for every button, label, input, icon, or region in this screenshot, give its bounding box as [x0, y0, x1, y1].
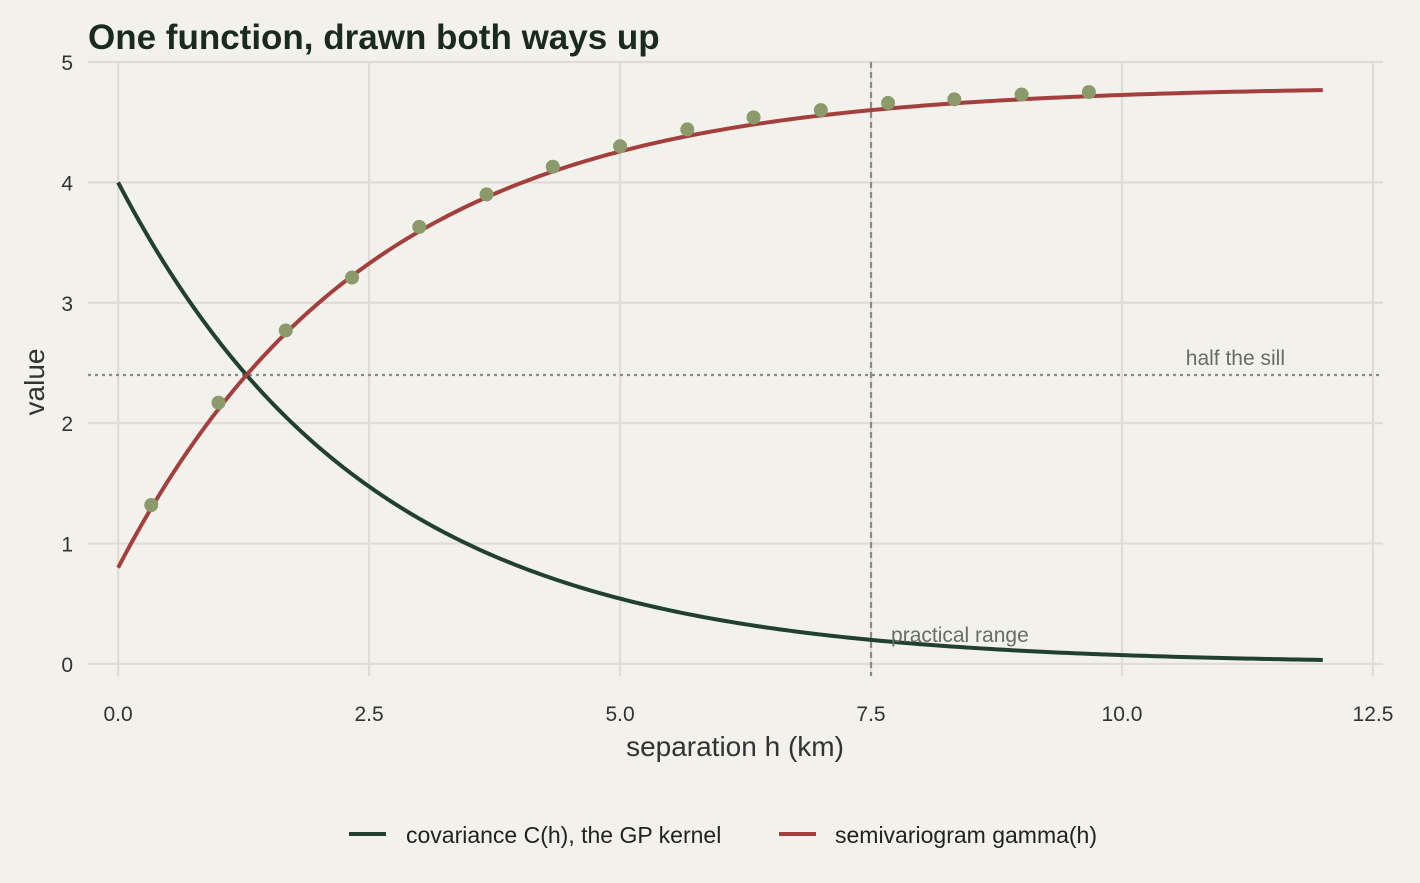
x-tick-label: 2.5 [354, 703, 383, 726]
y-tick-label: 2 [61, 413, 73, 436]
data-points [144, 85, 1096, 513]
semivariogram-curve [116, 88, 1323, 569]
empirical-point [813, 103, 828, 118]
empirical-point [144, 498, 159, 513]
empirical-point [412, 219, 427, 234]
empirical-point [479, 187, 494, 202]
x-tick-label: 12.5 [1353, 703, 1394, 726]
empirical-point [1014, 87, 1029, 102]
empirical-point [278, 323, 293, 338]
reference-lines [88, 62, 1383, 676]
legend-label-covariance: covariance C(h), the GP kernel [406, 822, 721, 848]
practical-range-label: practical range [891, 624, 1029, 647]
empirical-point [947, 92, 962, 107]
empirical-point [680, 122, 695, 137]
legend-label-semivariogram: semivariogram gamma(h) [835, 822, 1097, 848]
y-tick-label: 3 [61, 293, 73, 316]
chart-title: One function, drawn both ways up [88, 18, 660, 57]
empirical-point [613, 139, 628, 154]
x-tick-label: 0.0 [104, 703, 133, 726]
covariance-curve [116, 181, 1323, 662]
tick-labels: 0.0 2.5 5.0 7.5 10.0 12.5 0 1 2 3 4 5 [61, 52, 1393, 726]
annotations: half the sill practical range [891, 347, 1285, 647]
series-lines [116, 88, 1323, 662]
x-tick-label: 5.0 [605, 703, 634, 726]
x-tick-label: 10.0 [1102, 703, 1143, 726]
empirical-point [545, 159, 560, 174]
empirical-point [881, 95, 896, 110]
x-tick-label: 7.5 [856, 703, 885, 726]
half-sill-label: half the sill [1186, 347, 1285, 370]
empirical-point [345, 270, 360, 285]
y-tick-label: 0 [61, 654, 73, 677]
empirical-point [746, 110, 761, 125]
empirical-point [211, 395, 226, 410]
y-tick-label: 5 [61, 52, 73, 75]
x-axis-title: separation h (km) [626, 731, 844, 762]
y-tick-label: 4 [61, 172, 73, 195]
y-axis-title: value [19, 349, 50, 416]
empirical-point [1081, 85, 1096, 100]
legend: covariance C(h), the GP kernel semivario… [349, 822, 1097, 848]
grid-lines [88, 60, 1383, 676]
y-tick-label: 1 [61, 534, 73, 557]
